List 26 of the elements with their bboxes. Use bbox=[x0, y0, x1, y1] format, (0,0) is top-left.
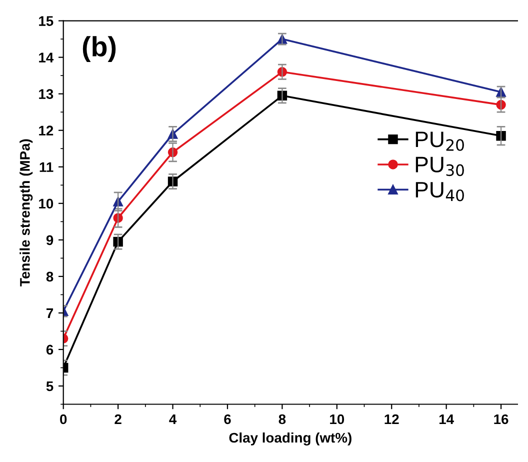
x-axis-title: Clay loading (wt%) bbox=[229, 432, 352, 446]
x-tick-label: 10 bbox=[330, 414, 344, 424]
x-tick-label: 6 bbox=[224, 414, 231, 424]
y-tick-label: 9 bbox=[46, 235, 54, 246]
x-tick-label: 8 bbox=[278, 414, 286, 424]
y-tick-label: 7 bbox=[46, 308, 54, 318]
y-tick-label: 5 bbox=[46, 381, 54, 392]
x-tick-label: 12 bbox=[384, 414, 399, 424]
legend-label: PU$_{20}$ bbox=[416, 132, 464, 151]
x-tick-label: 4 bbox=[169, 414, 177, 424]
x-tick-label: 14 bbox=[439, 414, 454, 424]
y-tick-label: 13 bbox=[39, 89, 54, 100]
y-tick-label: 8 bbox=[46, 272, 54, 282]
y-tick-label: 6 bbox=[46, 344, 54, 355]
y-tick-label: 14 bbox=[39, 52, 54, 62]
y-tick-label: 12 bbox=[39, 126, 54, 136]
annotation: (b) bbox=[82, 36, 116, 62]
x-tick-label: 2 bbox=[114, 414, 122, 424]
x-tick-label: 16 bbox=[494, 414, 508, 424]
y-tick-label: 15 bbox=[39, 16, 54, 26]
y-axis-title: Tensile strength (MPa) bbox=[20, 139, 33, 286]
y-tick-label: 11 bbox=[40, 162, 54, 172]
x-tick-label: 0 bbox=[60, 414, 67, 424]
y-tick-label: 10 bbox=[39, 198, 54, 209]
legend-label: PU$_{40}$ bbox=[416, 182, 464, 202]
legend-label: PU$_{30}$ bbox=[416, 156, 464, 176]
